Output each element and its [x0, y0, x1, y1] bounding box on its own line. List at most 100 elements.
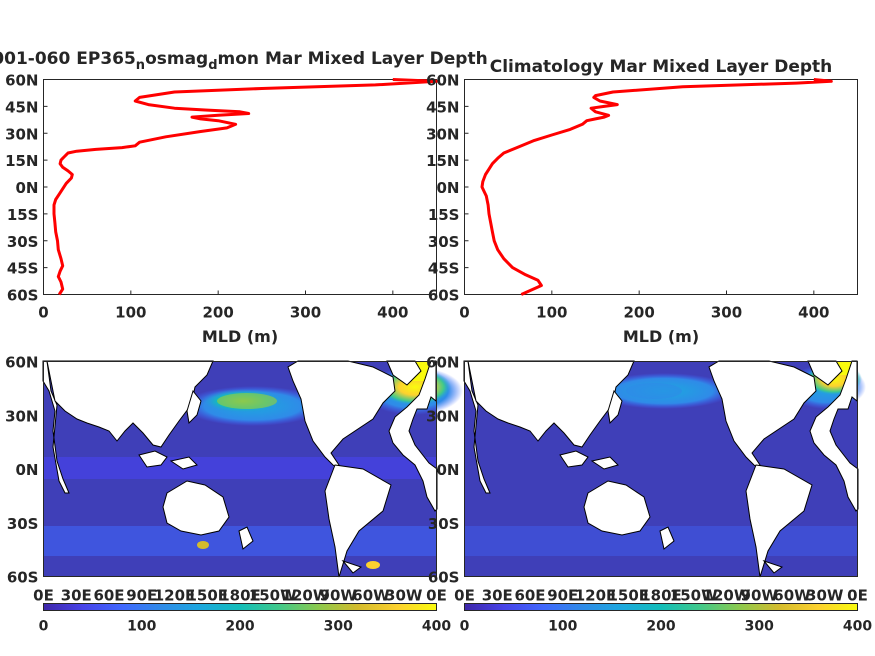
x-tick-label: 0 — [459, 304, 469, 322]
lon-tick-label: 150W — [670, 587, 718, 605]
colorbar-tick-label: 300 — [324, 619, 353, 635]
lon-tick-label: 180E — [640, 587, 682, 605]
lon-tick-label: 90E — [547, 587, 578, 605]
map-field — [42, 360, 463, 578]
lon-tick-label: 150E — [186, 587, 228, 605]
y-tick-label: 15S — [428, 206, 460, 224]
colorbar-tick-label: 200 — [225, 619, 254, 635]
lon-tick-label: 120W — [703, 587, 751, 605]
lon-tick-label: 150W — [249, 587, 297, 605]
lon-tick-labels: 0E 30E 60E 90E120E150E180E150W120W90W60W30W… — [33, 587, 447, 605]
x-axis-label: MLD (m) — [623, 327, 699, 346]
y-tick-label: 0N — [437, 179, 460, 197]
lon-tick-label: 90W — [741, 587, 779, 605]
y-tick-label: 15S — [7, 206, 39, 224]
colorbar-tick-labels: 0 100 200 300 400 — [460, 619, 873, 635]
x-tick-labels: 0 100 200 300 400 — [38, 304, 408, 322]
x-tick-label: 400 — [377, 304, 408, 322]
lon-tick-label: 60W — [352, 587, 390, 605]
y-tick-label: 45N — [5, 98, 38, 116]
y-tick-label: 45S — [7, 260, 39, 278]
y-tick-label: 60N — [5, 72, 38, 90]
lat-tick-label: 0N — [437, 461, 460, 479]
colorbar-tick-label: 100 — [127, 619, 156, 635]
chart-title: 001-060 EP365nosmagdmon Mar Mixed Layer … — [0, 49, 488, 73]
colorbar-tick-labels: 0 100 200 300 400 — [39, 619, 452, 635]
mld-profile-line — [480, 78, 833, 296]
profile-panel-model: 001-060 EP365nosmagdmon Mar Mixed Layer … — [0, 49, 488, 346]
lon-tick-label: 120E — [154, 587, 196, 605]
lon-tick-label: 120W — [282, 587, 330, 605]
lat-tick-label: 60S — [428, 569, 460, 587]
lat-tick-labels: 60S 30S 0N 30N 60N — [426, 354, 459, 587]
lat-tick-labels: 60S 30S 0N 30N 60N — [5, 354, 38, 587]
lat-tick-label: 60N — [426, 354, 459, 372]
x-tick-label: 200 — [203, 304, 234, 322]
x-tick-label: 200 — [624, 304, 655, 322]
y-tick-label: 15N — [426, 152, 459, 170]
lon-tick-label: 0E — [454, 587, 475, 605]
lon-tick-labels: 0E 30E 60E 90E120E150E180E150W120W90W60W30W… — [454, 587, 868, 605]
tick-marks — [43, 79, 394, 295]
x-tick-label: 400 — [798, 304, 829, 322]
y-tick-labels: 60S 45S 30S 15S 0N 15N 30N 45N 60N — [426, 72, 459, 305]
colorbar-tick-label: 400 — [422, 619, 451, 635]
lat-tick-label: 60S — [7, 569, 39, 587]
lon-tick-label: 30E — [482, 587, 513, 605]
y-tick-label: 45S — [428, 260, 460, 278]
x-tick-label: 300 — [711, 304, 742, 322]
lat-tick-label: 30S — [428, 515, 460, 533]
lon-tick-label: 90W — [320, 587, 358, 605]
colorbar-tick-label: 200 — [646, 619, 675, 635]
lon-tick-label: 60E — [93, 587, 124, 605]
lon-tick-label: 30W — [385, 587, 423, 605]
y-tick-labels: 60S 45S 30S 15S 0N 15N 30N 45N 60N — [5, 72, 38, 305]
lat-tick-label: 30N — [426, 407, 459, 425]
lon-tick-label: 60W — [773, 587, 811, 605]
lat-tick-label: 30S — [7, 515, 39, 533]
y-tick-label: 45N — [426, 98, 459, 116]
x-tick-label: 300 — [290, 304, 321, 322]
profile-panel-climatology: Climatology Mar Mixed Layer Depth 60S 45S… — [426, 57, 858, 346]
lon-tick-label: 90E — [126, 587, 157, 605]
chart-title: Climatology Mar Mixed Layer Depth — [490, 57, 833, 77]
y-tick-label: 60S — [428, 287, 460, 305]
colorbar-tick-label: 400 — [843, 619, 872, 635]
x-tick-label: 100 — [115, 304, 146, 322]
colorbar — [464, 603, 858, 611]
lon-tick-label: 30E — [61, 587, 92, 605]
lon-tick-label: 0E — [33, 587, 54, 605]
lon-tick-label: 0E — [847, 587, 868, 605]
lat-tick-label: 0N — [16, 461, 39, 479]
axes-box — [464, 361, 858, 577]
colorbar-tick-label: 0 — [460, 619, 470, 635]
tick-marks — [464, 79, 815, 295]
x-tick-labels: 0 100 200 300 400 — [459, 304, 829, 322]
y-tick-label: 30S — [428, 233, 460, 251]
y-tick-label: 60N — [426, 72, 459, 90]
map-panel-climatology: 60S 30S 0N 30N 60N 0E 30E 60E 90E120E150E180E15… — [426, 354, 872, 635]
map-field — [463, 360, 866, 578]
x-tick-label: 0 — [38, 304, 48, 322]
y-tick-label: 30N — [426, 125, 459, 143]
lat-tick-label: 30N — [5, 407, 38, 425]
x-axis-label: MLD (m) — [202, 327, 278, 346]
y-tick-label: 0N — [16, 179, 39, 197]
lon-tick-label: 0E — [426, 587, 447, 605]
map-panel-model: 60S 30S 0N 30N 60N 0E 30E 60E 90E120E150E180E15… — [5, 354, 463, 635]
lon-tick-label: 150E — [607, 587, 649, 605]
lon-tick-label: 60E — [514, 587, 545, 605]
y-tick-label: 30N — [5, 125, 38, 143]
mld-profile-line — [52, 78, 438, 296]
colorbar-tick-label: 100 — [548, 619, 577, 635]
lat-tick-label: 60N — [5, 354, 38, 372]
lon-tick-label: 180E — [219, 587, 261, 605]
x-tick-label: 100 — [536, 304, 567, 322]
colorbar-tick-label: 0 — [39, 619, 49, 635]
axes-box — [464, 79, 858, 295]
colorbar — [43, 603, 437, 611]
colorbar-tick-label: 300 — [745, 619, 774, 635]
axes-box — [43, 361, 437, 577]
y-tick-label: 30S — [7, 233, 39, 251]
